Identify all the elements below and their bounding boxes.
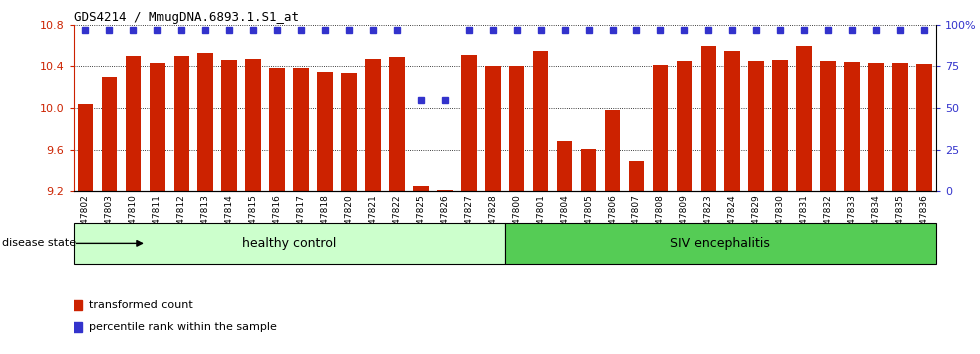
Bar: [461, 55, 476, 191]
Bar: [485, 67, 501, 191]
Bar: [150, 63, 165, 191]
Bar: [701, 46, 716, 191]
Bar: [868, 63, 884, 191]
Bar: [318, 72, 333, 191]
Bar: [413, 186, 428, 191]
Bar: [772, 60, 788, 191]
Bar: [581, 149, 596, 191]
Bar: [270, 68, 285, 191]
Bar: [102, 77, 118, 191]
Bar: [749, 61, 764, 191]
Bar: [916, 64, 932, 191]
Bar: [366, 59, 380, 191]
Bar: [533, 51, 549, 191]
Bar: [676, 61, 692, 191]
Text: disease state: disease state: [2, 238, 76, 249]
Bar: [197, 53, 213, 191]
Bar: [653, 65, 668, 191]
Bar: [628, 161, 644, 191]
Bar: [505, 223, 936, 264]
Bar: [724, 51, 740, 191]
Text: GDS4214 / MmugDNA.6893.1.S1_at: GDS4214 / MmugDNA.6893.1.S1_at: [74, 11, 299, 24]
Text: healthy control: healthy control: [242, 237, 336, 250]
Bar: [389, 57, 405, 191]
Bar: [125, 56, 141, 191]
Bar: [221, 60, 237, 191]
Bar: [844, 62, 859, 191]
Bar: [245, 59, 261, 191]
Bar: [437, 190, 453, 191]
Bar: [797, 46, 811, 191]
Text: SIV encephalitis: SIV encephalitis: [670, 237, 770, 250]
Bar: [293, 68, 309, 191]
Bar: [77, 104, 93, 191]
Bar: [605, 110, 620, 191]
Bar: [509, 67, 524, 191]
Bar: [173, 56, 189, 191]
Bar: [341, 73, 357, 191]
Bar: [557, 141, 572, 191]
Bar: [74, 223, 505, 264]
Text: percentile rank within the sample: percentile rank within the sample: [89, 321, 277, 332]
Bar: [892, 63, 907, 191]
Bar: [820, 61, 836, 191]
Text: transformed count: transformed count: [89, 300, 193, 310]
